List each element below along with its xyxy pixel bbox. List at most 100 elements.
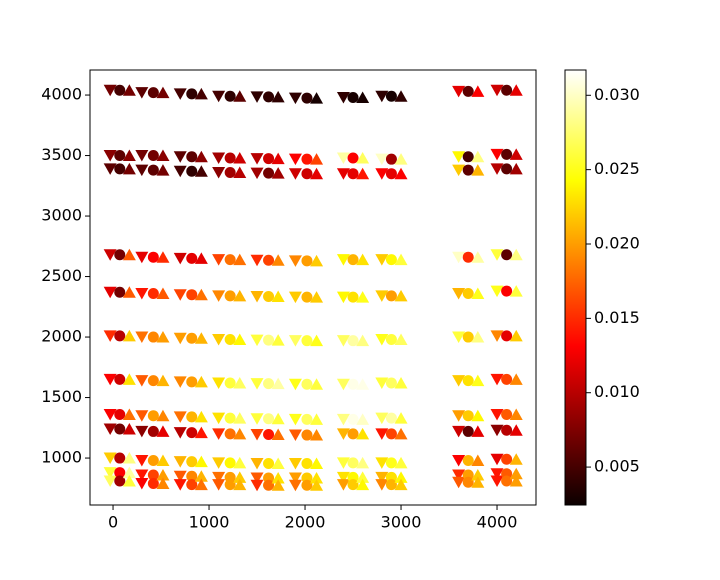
point (224, 333, 236, 345)
point (356, 478, 370, 491)
point (375, 471, 389, 484)
point (156, 454, 170, 466)
point (375, 90, 389, 103)
colorbar-tick-label: 0.025 (594, 159, 640, 178)
point (310, 153, 324, 165)
point (156, 287, 170, 299)
point (122, 84, 136, 96)
point (394, 427, 408, 440)
point (194, 426, 208, 439)
point (250, 472, 264, 485)
point (122, 286, 136, 298)
point (452, 476, 466, 489)
point (471, 425, 485, 437)
point (135, 287, 149, 300)
point (336, 254, 350, 266)
point (114, 423, 126, 435)
point (490, 453, 504, 466)
point (462, 331, 474, 343)
point (347, 378, 359, 390)
point (173, 165, 187, 178)
point (114, 286, 126, 298)
point (186, 479, 198, 491)
point (347, 91, 359, 103)
point (385, 153, 397, 165)
point (471, 251, 485, 263)
point (271, 167, 285, 179)
point (385, 479, 397, 491)
point (336, 428, 350, 440)
point (452, 410, 466, 422)
point (147, 425, 159, 437)
point (462, 425, 474, 437)
point (375, 333, 389, 346)
point (310, 457, 324, 469)
point (471, 150, 485, 163)
point (186, 88, 198, 100)
point (301, 92, 313, 104)
point (103, 84, 117, 97)
point (224, 90, 236, 102)
point (233, 377, 247, 389)
point (271, 457, 285, 469)
x-tick-label: 0 (108, 513, 118, 532)
point (394, 167, 408, 180)
point (310, 334, 324, 347)
point (336, 335, 350, 347)
point (212, 479, 226, 491)
point (194, 375, 208, 388)
point (356, 378, 370, 390)
point (375, 457, 389, 469)
point (385, 290, 397, 302)
point (385, 168, 397, 180)
point (356, 413, 370, 425)
point (135, 150, 149, 162)
point (271, 377, 285, 390)
point (263, 91, 275, 103)
point (114, 84, 126, 96)
point (114, 163, 126, 175)
point (509, 408, 523, 420)
point (356, 456, 370, 469)
point (301, 413, 313, 425)
point (156, 374, 170, 387)
point (250, 291, 264, 303)
point (501, 408, 513, 420)
point (173, 470, 187, 483)
point (452, 151, 466, 163)
point (288, 472, 302, 485)
point (310, 92, 324, 104)
point (356, 253, 370, 266)
point (347, 428, 359, 440)
point (288, 255, 302, 267)
point (490, 285, 504, 298)
point (462, 410, 474, 422)
point (356, 334, 370, 347)
y-tick-label: 2500 (41, 266, 82, 285)
point (301, 479, 313, 491)
point (103, 286, 117, 299)
point (271, 479, 285, 491)
point (375, 412, 389, 425)
point (173, 427, 187, 439)
point (122, 452, 136, 464)
point (490, 468, 504, 480)
point (501, 475, 513, 487)
point (173, 289, 187, 301)
x-tick-label: 4000 (477, 513, 518, 532)
point (194, 410, 208, 423)
point (250, 167, 264, 180)
point (310, 429, 324, 441)
point (263, 479, 275, 491)
point (394, 90, 408, 102)
point (224, 479, 236, 491)
point (509, 424, 523, 436)
point (114, 408, 126, 420)
point (122, 423, 136, 435)
point (173, 479, 187, 491)
point (103, 373, 117, 386)
point (186, 151, 198, 163)
point (233, 456, 247, 469)
point (271, 290, 285, 303)
